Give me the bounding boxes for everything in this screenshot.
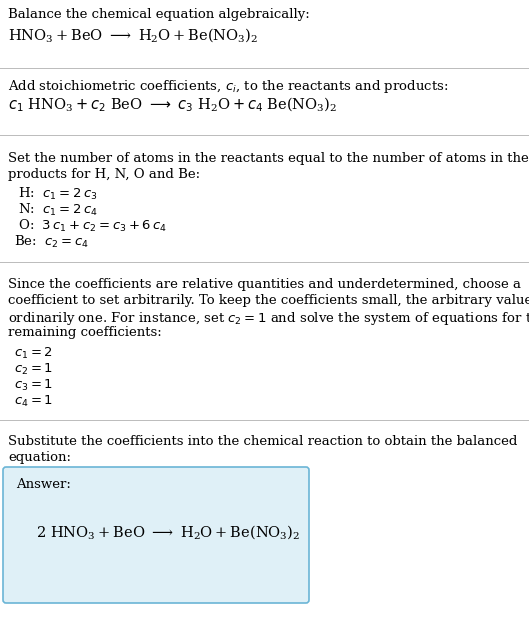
Text: $c_2 = 1$: $c_2 = 1$ bbox=[14, 362, 53, 377]
FancyBboxPatch shape bbox=[3, 467, 309, 603]
Text: $\mathregular{HNO_3 + BeO\ \longrightarrow\ H_2O + Be(NO_3)_2}$: $\mathregular{HNO_3 + BeO\ \longrightarr… bbox=[8, 26, 258, 44]
Text: ordinarily one. For instance, set $c_2 = 1$ and solve the system of equations fo: ordinarily one. For instance, set $c_2 =… bbox=[8, 310, 529, 327]
Text: equation:: equation: bbox=[8, 451, 71, 464]
Text: O:  $3\,c_1 + c_2 = c_3 + 6\,c_4$: O: $3\,c_1 + c_2 = c_3 + 6\,c_4$ bbox=[14, 218, 167, 234]
Text: Answer:: Answer: bbox=[16, 478, 71, 491]
Text: $c_1\ \mathregular{HNO_3} + c_2\ \mathregular{BeO}\ \longrightarrow\ c_3\ \mathr: $c_1\ \mathregular{HNO_3} + c_2\ \mathre… bbox=[8, 96, 337, 114]
Text: Since the coefficients are relative quantities and underdetermined, choose a: Since the coefficients are relative quan… bbox=[8, 278, 521, 291]
Text: coefficient to set arbitrarily. To keep the coefficients small, the arbitrary va: coefficient to set arbitrarily. To keep … bbox=[8, 294, 529, 307]
Text: $c_4 = 1$: $c_4 = 1$ bbox=[14, 394, 53, 409]
Text: Balance the chemical equation algebraically:: Balance the chemical equation algebraica… bbox=[8, 8, 310, 21]
Text: N:  $c_1 = 2\,c_4$: N: $c_1 = 2\,c_4$ bbox=[14, 202, 98, 218]
Text: Substitute the coefficients into the chemical reaction to obtain the balanced: Substitute the coefficients into the che… bbox=[8, 435, 517, 448]
Text: $\mathregular{2\ HNO_3 + BeO\ \longrightarrow\ H_2O + Be(NO_3)_2}$: $\mathregular{2\ HNO_3 + BeO\ \longright… bbox=[36, 523, 300, 541]
Text: H:  $c_1 = 2\,c_3$: H: $c_1 = 2\,c_3$ bbox=[14, 186, 97, 202]
Text: Set the number of atoms in the reactants equal to the number of atoms in the: Set the number of atoms in the reactants… bbox=[8, 152, 529, 165]
Text: products for H, N, O and Be:: products for H, N, O and Be: bbox=[8, 168, 200, 181]
Text: Add stoichiometric coefficients, $c_i$, to the reactants and products:: Add stoichiometric coefficients, $c_i$, … bbox=[8, 78, 449, 95]
Text: Be:  $c_2 = c_4$: Be: $c_2 = c_4$ bbox=[14, 234, 89, 250]
Text: $c_1 = 2$: $c_1 = 2$ bbox=[14, 346, 53, 361]
Text: $c_3 = 1$: $c_3 = 1$ bbox=[14, 378, 53, 393]
Text: remaining coefficients:: remaining coefficients: bbox=[8, 326, 162, 339]
